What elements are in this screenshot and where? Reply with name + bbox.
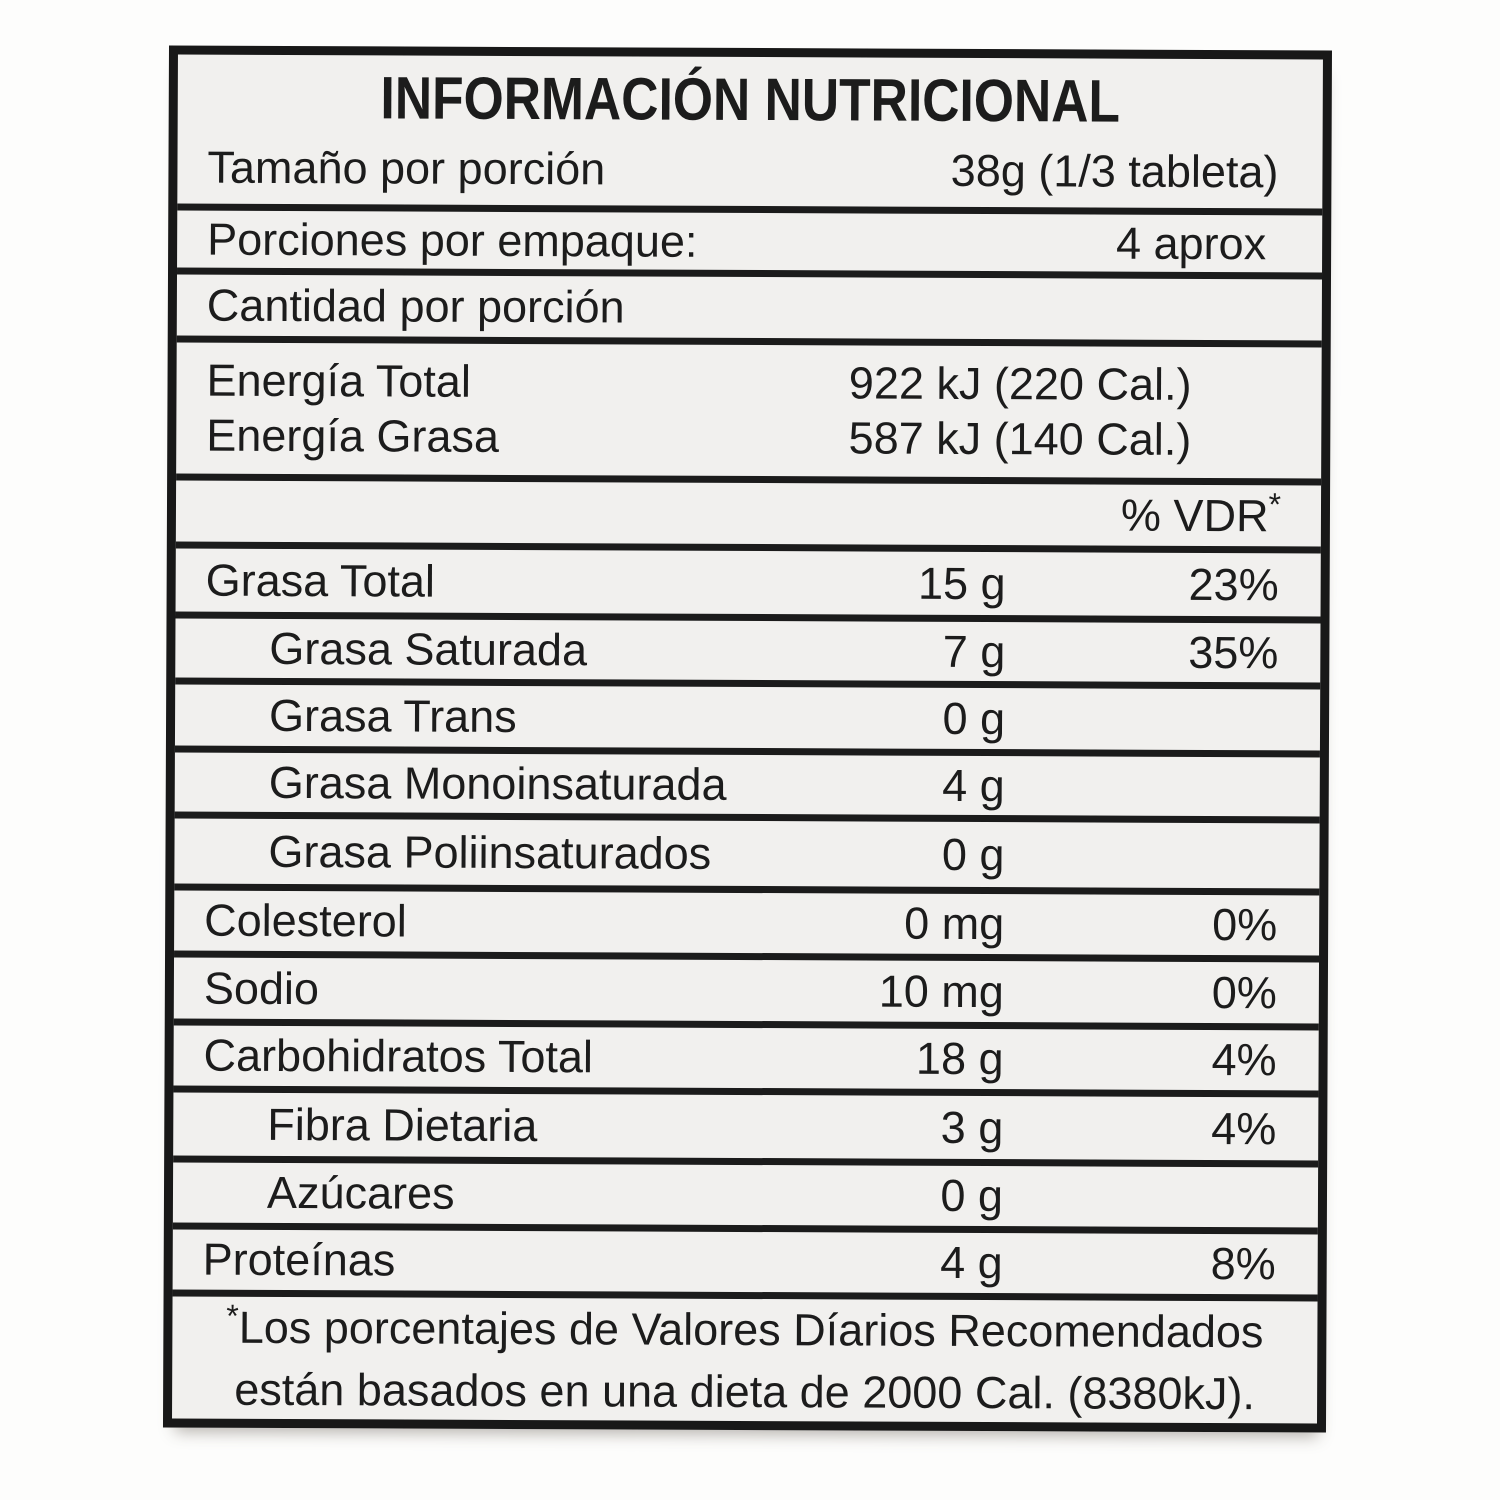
row-azucares: Azúcares 0 g bbox=[172, 1162, 1319, 1235]
nutrient-name: Fibra Dietaria bbox=[267, 1098, 538, 1151]
row-sodio: Sodio 10 mg 0% bbox=[173, 957, 1320, 1031]
energy-total-row: Energía Total 922 kJ (220 Cal.) bbox=[176, 354, 1321, 411]
row-grasa-saturada: Grasa Saturada 7 g 35% bbox=[175, 618, 1321, 690]
serving-size-value: 38g (1/3 tableta) bbox=[950, 144, 1279, 197]
footnote-line-2: están basados en una dieta de 2000 Cal. … bbox=[234, 1363, 1256, 1420]
nutrient-name: Colesterol bbox=[204, 894, 407, 947]
row-grasa-monoinsaturada: Grasa Monoinsaturada 4 g bbox=[174, 752, 1320, 824]
nutrient-name: Sodio bbox=[203, 962, 320, 1014]
header-block: INFORMACIÓN NUTRICIONAL Tamaño por porci… bbox=[177, 54, 1323, 216]
servings-per-package-value: 4 aprox bbox=[1115, 217, 1267, 270]
daily-value-heading-text: % VDR bbox=[1120, 489, 1269, 542]
nutrient-dv: 35% bbox=[1188, 626, 1279, 679]
row-grasa-total: Grasa Total 15 g 23% bbox=[175, 548, 1321, 624]
nutrient-dv bbox=[1003, 1196, 1318, 1197]
nutrient-amount: 0 g bbox=[941, 828, 1005, 880]
amount-per-serving-row: Cantidad por porción bbox=[176, 274, 1322, 348]
servings-per-package-row: Porciones por empaque: 4 aprox bbox=[177, 210, 1323, 280]
footnote-line-1: *Los porcentajes de Valores Díarios Reco… bbox=[226, 1297, 1263, 1364]
nutrient-amount: 7 g bbox=[942, 625, 1006, 677]
row-grasa-poliinsaturados: Grasa Poliinsaturados 0 g bbox=[174, 818, 1320, 896]
nutrient-amount: 4 g bbox=[940, 1237, 1003, 1289]
amount-per-serving-heading: Cantidad por porción bbox=[206, 279, 625, 333]
energy-fat-label: Energía Grasa bbox=[206, 409, 500, 463]
nutrient-amount: 3 g bbox=[940, 1101, 1004, 1153]
nutrient-amount: 0 g bbox=[942, 692, 1006, 744]
nutrient-name: Grasa Poliinsaturados bbox=[268, 825, 712, 879]
nutrient-amount: 4 g bbox=[942, 759, 1005, 811]
nutrient-dv bbox=[1005, 719, 1320, 720]
nutrient-name: Proteínas bbox=[202, 1233, 396, 1286]
servings-per-package-label: Porciones por empaque: bbox=[207, 213, 698, 267]
energy-fat-row: Energía Grasa 587 kJ (140 Cal.) bbox=[176, 409, 1321, 466]
row-proteinas: Proteínas 4 g 8% bbox=[172, 1229, 1318, 1302]
nutrient-name: Azúcares bbox=[266, 1167, 455, 1219]
daily-value-heading: % VDR* bbox=[1120, 486, 1321, 542]
nutrient-dv: 8% bbox=[1210, 1238, 1276, 1290]
footnote-block: *Los porcentajes de Valores Díarios Reco… bbox=[172, 1296, 1318, 1429]
label-title: INFORMACIÓN NUTRICIONAL bbox=[380, 64, 1121, 135]
nutrient-name: Carbohidratos Total bbox=[203, 1029, 594, 1083]
serving-size-label: Tamaño por porción bbox=[207, 141, 606, 194]
nutrient-amount: 0 g bbox=[940, 1170, 1004, 1222]
daily-value-header-row: % VDR* bbox=[175, 480, 1322, 554]
nutrient-amount: 10 mg bbox=[878, 965, 1004, 1017]
footnote-text-1: Los porcentajes de Valores Díarios Recom… bbox=[238, 1301, 1264, 1358]
nutrient-dv: 4% bbox=[1211, 1034, 1277, 1086]
nutrient-amount: 0 mg bbox=[904, 897, 1005, 950]
nutrient-name: Grasa Monoinsaturada bbox=[268, 756, 727, 810]
row-fibra-dietaria: Fibra Dietaria 3 g 4% bbox=[173, 1092, 1319, 1168]
nutrient-name: Grasa Trans bbox=[268, 689, 517, 742]
nutrient-name: Grasa Saturada bbox=[269, 622, 588, 676]
nutrient-dv bbox=[1005, 786, 1320, 787]
serving-size-row: Tamaño por porción 38g (1/3 tableta) bbox=[177, 141, 1322, 197]
nutrient-name: Grasa Total bbox=[205, 554, 436, 607]
energy-fat-value: 587 kJ (140 Cal.) bbox=[848, 412, 1192, 466]
nutrient-dv: 4% bbox=[1211, 1102, 1277, 1155]
row-carbohidratos-total: Carbohidratos Total 18 g 4% bbox=[173, 1025, 1319, 1098]
nutrient-amount: 15 g bbox=[917, 557, 1006, 609]
energy-total-value: 922 kJ (220 Cal.) bbox=[848, 357, 1192, 411]
nutrient-dv: 0% bbox=[1211, 966, 1277, 1019]
energy-total-label: Energía Total bbox=[206, 354, 472, 408]
energy-block: Energía Total 922 kJ (220 Cal.) Energía … bbox=[176, 342, 1322, 486]
nutrient-dv: 23% bbox=[1188, 558, 1279, 611]
nutrient-dv: 0% bbox=[1212, 899, 1278, 951]
row-colesterol: Colesterol 0 mg 0% bbox=[174, 890, 1320, 963]
nutrient-dv bbox=[1004, 855, 1319, 856]
nutrition-label: INFORMACIÓN NUTRICIONAL Tamaño por porci… bbox=[162, 45, 1332, 1433]
nutrient-amount: 18 g bbox=[915, 1032, 1004, 1085]
row-grasa-trans: Grasa Trans 0 g bbox=[174, 684, 1321, 758]
